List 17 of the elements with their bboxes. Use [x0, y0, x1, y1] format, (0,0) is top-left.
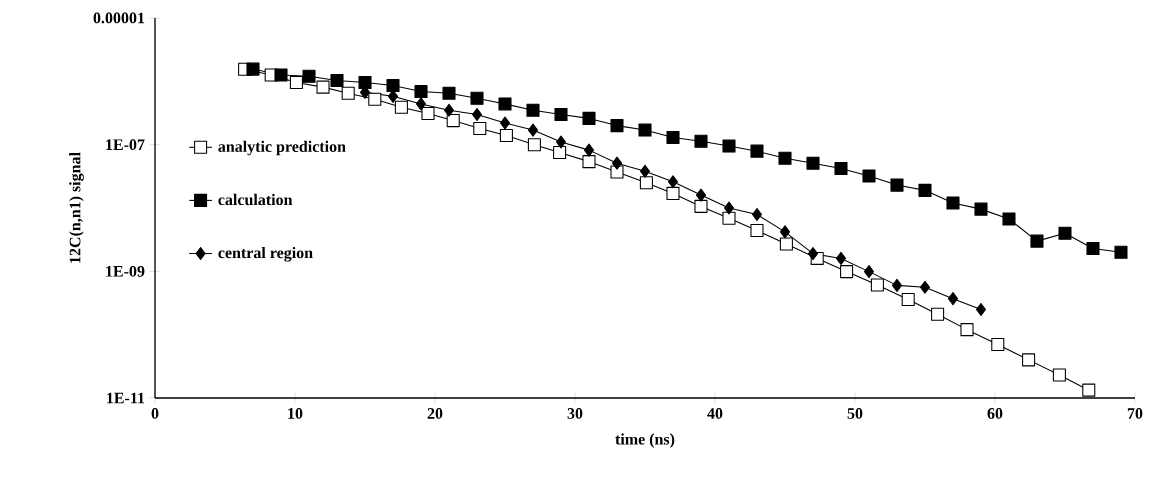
x-tick-label: 0 — [151, 408, 159, 419]
x-tick-label: 70 — [1127, 408, 1143, 419]
x-tick-label: 60 — [987, 408, 1003, 419]
legend-label: analytic prediction — [218, 140, 346, 156]
y-axis-title: 12C(n,n1) signal — [69, 152, 84, 263]
y-tick-label: 1E-11 — [107, 392, 145, 404]
x-tick-label: 10 — [288, 408, 303, 419]
y-tick-label: 1E-07 — [106, 139, 145, 151]
x-tick-label: 20 — [427, 408, 443, 419]
x-tick-label: 40 — [707, 408, 723, 419]
y-tick-label: 1E-09 — [106, 265, 145, 277]
y-tick-label: 0.00001 — [93, 12, 145, 24]
x-axis-title: time (ns) — [615, 433, 675, 448]
legend-label: calculation — [218, 193, 293, 206]
x-tick-label: 50 — [847, 408, 863, 419]
legend-label: central region — [218, 246, 313, 262]
x-tick-label: 30 — [567, 408, 583, 419]
